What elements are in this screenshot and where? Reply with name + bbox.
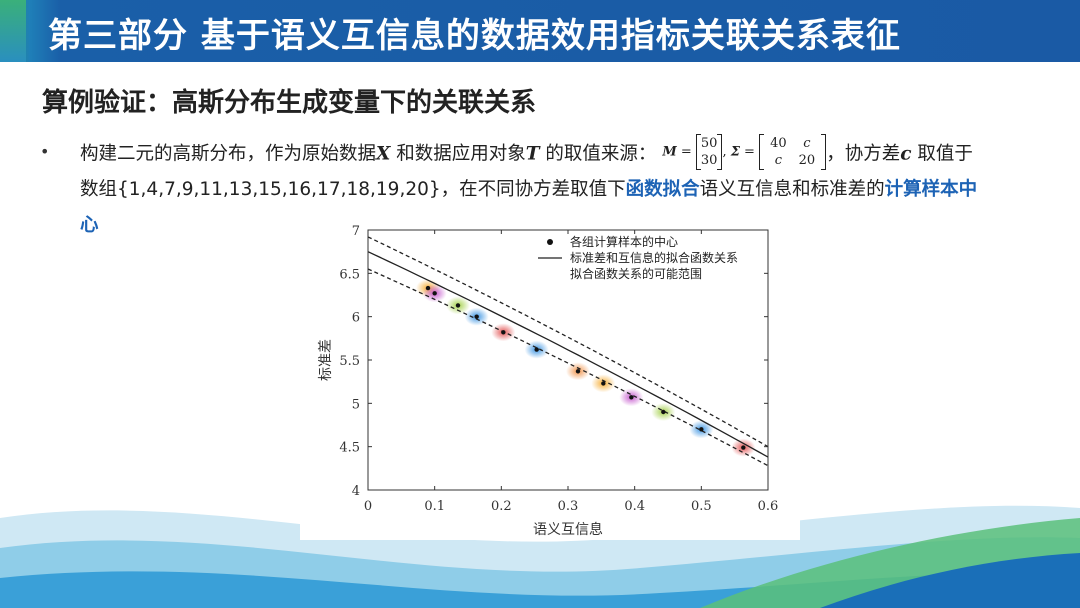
text-segment: 和数据应用对象: [390, 143, 526, 165]
sample-center-point: [474, 314, 479, 319]
y-tick-label: 4.5: [339, 441, 360, 456]
sample-center-point: [425, 285, 431, 291]
bullet-paragraph: 构建二元的高斯分布，作为原始数据X 和数据应用对象T 的取值来源： M = 50…: [80, 134, 1060, 244]
y-tick-label: 6.5: [339, 267, 360, 282]
sigma-label: Σ: [730, 144, 740, 160]
lower-band-line: [367, 268, 769, 467]
s-11: 40: [770, 136, 787, 151]
text-segment: 数组{1,4,7,9,11,13,15,16,17,18,19,20}，在不同协…: [80, 179, 626, 200]
y-tick-label: 5.5: [339, 354, 360, 369]
equals: =: [739, 144, 760, 160]
highlight-function-fit: 函数拟合: [625, 179, 700, 200]
s-12: c: [803, 136, 811, 151]
mean-vector: M = 50 30, Σ = 40 cc 20: [662, 134, 827, 171]
equals: =: [676, 144, 696, 160]
sample-center-point: [432, 291, 437, 296]
x-tick-label: 0.2: [491, 499, 512, 514]
chart-background: [300, 220, 800, 540]
paragraph-line-2: 数组{1,4,7,9,11,13,15,16,17,18,19,20}，在不同协…: [80, 172, 1060, 208]
title-bar: 第三部分 基于语义互信息的数据效用指标关联关系表征: [0, 0, 1080, 62]
decorative-wave: [0, 505, 1080, 608]
x-tick-label: 0.1: [424, 499, 445, 514]
scatter-chart: 0 0.1 0.2 0.3 0.4 0.5 0.6 4 4.5 5 5.5 6 6.5 7 语义互信息 标准差…: [300, 220, 800, 540]
axis-layer: 0 0.1 0.2 0.3 0.4 0.5 0.6 4 4.5 5 5.5 6 6.5 7 语义互信息 标准差…: [318, 224, 778, 538]
text-segment: 语义互信息和标准差的: [699, 179, 885, 200]
highlight-sample-center-end: 心: [80, 215, 99, 236]
var-c: c: [900, 143, 912, 165]
text-segment: ，协方差: [826, 143, 901, 165]
comma: ,: [722, 144, 727, 160]
var-t: T: [525, 143, 540, 165]
s-column-2: c 20: [793, 135, 822, 169]
fit-line: [367, 251, 769, 458]
bullet-marker: •: [40, 142, 50, 161]
sample-center-point: [501, 330, 506, 335]
bracket-right: [717, 134, 723, 170]
legend-marker-point: [547, 239, 553, 245]
s-column-1: 40 c: [764, 135, 793, 169]
sample-center-point: [699, 427, 704, 432]
bracket-left: [695, 134, 701, 170]
sample-center-point: [455, 303, 461, 308]
x-axis-label: 语义互信息: [533, 521, 603, 538]
sample-center-point: [661, 409, 666, 415]
highlight-sample-center: 计算样本中: [884, 179, 978, 200]
var-x: X: [376, 143, 391, 165]
x-tick-label: 0.4: [624, 499, 645, 514]
sample-center-point: [575, 369, 581, 374]
s-22: 20: [798, 153, 816, 168]
text-segment: 的取值来源：: [539, 143, 657, 165]
paragraph-line-3: 心: [80, 208, 1060, 244]
bracket-left: [759, 134, 765, 170]
plot-layer: [367, 236, 769, 467]
paragraph-line-1: 构建二元的高斯分布，作为原始数据X 和数据应用对象T 的取值来源： M = 50…: [80, 134, 1060, 172]
legend-label: 各组计算样本的中心: [570, 234, 678, 249]
y-tick-label: 7: [352, 224, 360, 239]
section-heading: 算例验证：高斯分布生成变量下的关联关系: [42, 88, 537, 118]
text-segment: 构建二元的高斯分布，作为原始数据: [80, 143, 377, 165]
bracket-right: [821, 134, 827, 170]
sample-center-point: [741, 445, 746, 450]
m-label: M: [662, 144, 677, 160]
m-top: 50: [700, 136, 718, 151]
s-21: c: [774, 153, 782, 168]
legend-label: 标准差和互信息的拟合函数关系: [570, 250, 738, 265]
y-tick-label: 6: [352, 311, 360, 326]
legend-label: 拟合函数关系的可能范围: [570, 266, 702, 281]
y-axis-label: 标准差: [318, 339, 334, 381]
sample-center-point: [601, 381, 606, 386]
m-column: 50 30: [701, 135, 718, 169]
x-tick-label: 0.3: [558, 499, 579, 514]
slide-title: 第三部分 基于语义互信息的数据效用指标关联关系表征: [48, 16, 901, 56]
m-bottom: 30: [700, 153, 718, 168]
x-tick-label: 0.5: [691, 499, 712, 514]
y-tick-label: 5: [352, 397, 360, 412]
x-tick-label: 0: [364, 499, 372, 514]
sample-center-point: [534, 347, 539, 352]
x-tick-label: 0.6: [758, 499, 779, 514]
text-segment: 取值于: [911, 143, 973, 165]
y-tick-label: 4: [352, 484, 360, 499]
sample-center-point: [629, 395, 634, 400]
title-stripe: [0, 0, 26, 62]
